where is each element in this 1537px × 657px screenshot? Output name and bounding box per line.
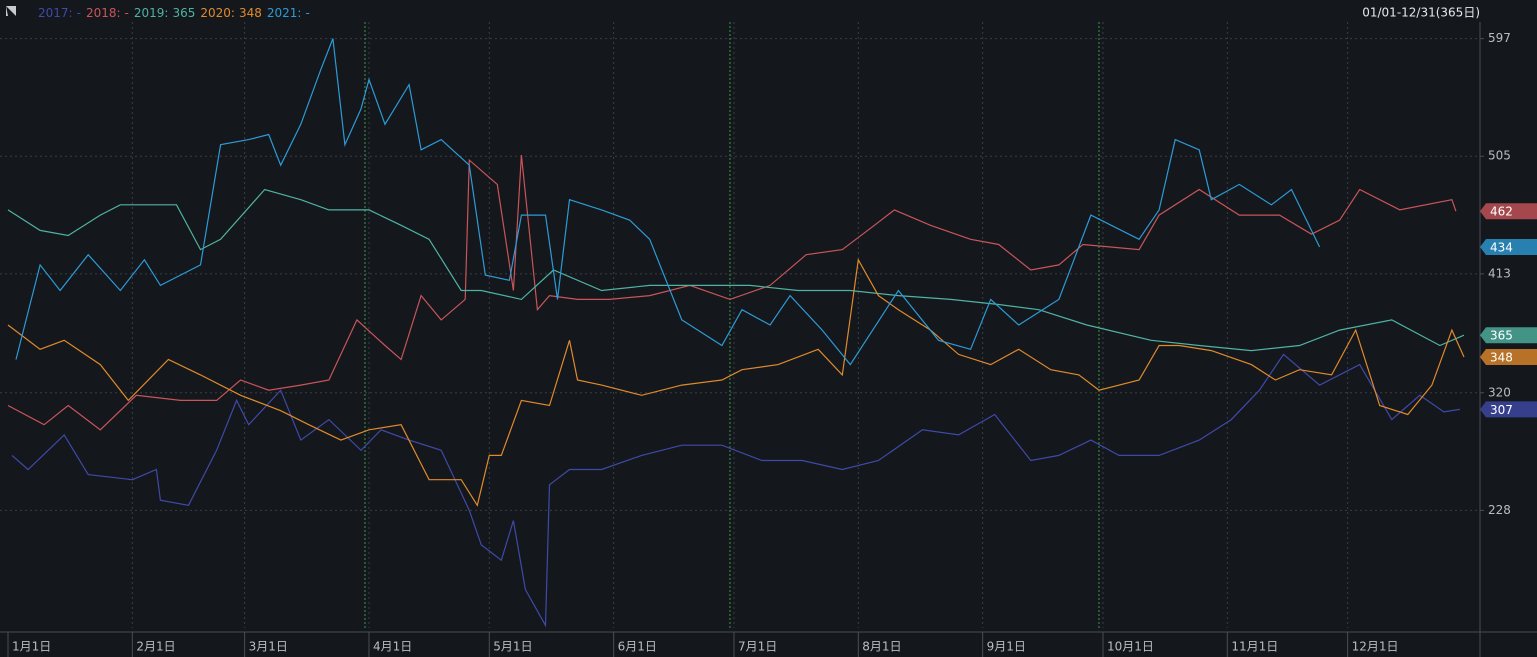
x-tick-label: 6月1日	[618, 640, 657, 654]
range-label: 01/01-12/31(365日)	[1362, 6, 1480, 20]
legend-text: 2017: -2018: -2019: 365 2020: 348 2021: -	[38, 6, 310, 20]
legend-value: 348	[239, 6, 262, 20]
legend-name[interactable]: 2018	[86, 6, 117, 20]
x-tick-label: 10月1日	[1107, 640, 1154, 654]
line-series	[7, 257, 1465, 507]
value-badge	[1480, 327, 1537, 344]
x-tick-label: 8月1日	[862, 640, 901, 654]
y-tick-label: 505	[1488, 149, 1511, 163]
badge-label: 462	[1490, 205, 1513, 219]
legend-sep: :	[164, 6, 168, 20]
badge-label: 434	[1490, 241, 1513, 255]
badge-label: 365	[1490, 329, 1513, 343]
legend-value: -	[305, 6, 309, 20]
x-tick-label: 5月1日	[493, 640, 532, 654]
legend-name[interactable]: 2019	[134, 6, 165, 20]
x-tick-label: 3月1日	[249, 640, 288, 654]
legend-value: -	[77, 6, 81, 20]
legend-name[interactable]: 2021	[267, 6, 298, 20]
legend-value: 365	[172, 6, 195, 20]
y-tick-label: 228	[1488, 503, 1511, 517]
legend-sep: :	[297, 6, 301, 20]
value-badge	[1480, 239, 1537, 256]
value-badge	[1480, 401, 1537, 418]
value-badge	[1480, 348, 1537, 365]
x-tick-label: 4月1日	[373, 640, 412, 654]
line-series	[7, 154, 1457, 431]
legend-sep: :	[116, 6, 120, 20]
y-tick-label: 413	[1488, 266, 1511, 280]
line-series	[15, 38, 1321, 366]
badge-label: 307	[1490, 403, 1513, 417]
line-series	[11, 353, 1460, 628]
y-tick-label: 597	[1488, 31, 1511, 45]
x-tick-label: 11月1日	[1231, 640, 1278, 654]
legend-name[interactable]: 2017	[38, 6, 69, 20]
badge-label: 348	[1490, 350, 1513, 364]
legend-name[interactable]: 2020	[200, 6, 231, 20]
x-tick-label: 12月1日	[1352, 640, 1399, 654]
line-series	[7, 188, 1465, 352]
legend: 2017: -2018: -2019: 365 2020: 348 2021: -	[38, 6, 310, 20]
x-tick-label: 2月1日	[136, 640, 175, 654]
legend-sep: :	[231, 6, 235, 20]
x-tick-label: 7月1日	[738, 640, 777, 654]
corner-icon[interactable]	[6, 6, 16, 16]
x-tick-label: 9月1日	[987, 640, 1026, 654]
value-badge	[1480, 203, 1537, 220]
legend-sep: :	[69, 6, 73, 20]
legend-value: -	[125, 6, 129, 20]
x-tick-label: 1月1日	[12, 640, 51, 654]
y-tick-label: 320	[1488, 385, 1511, 399]
